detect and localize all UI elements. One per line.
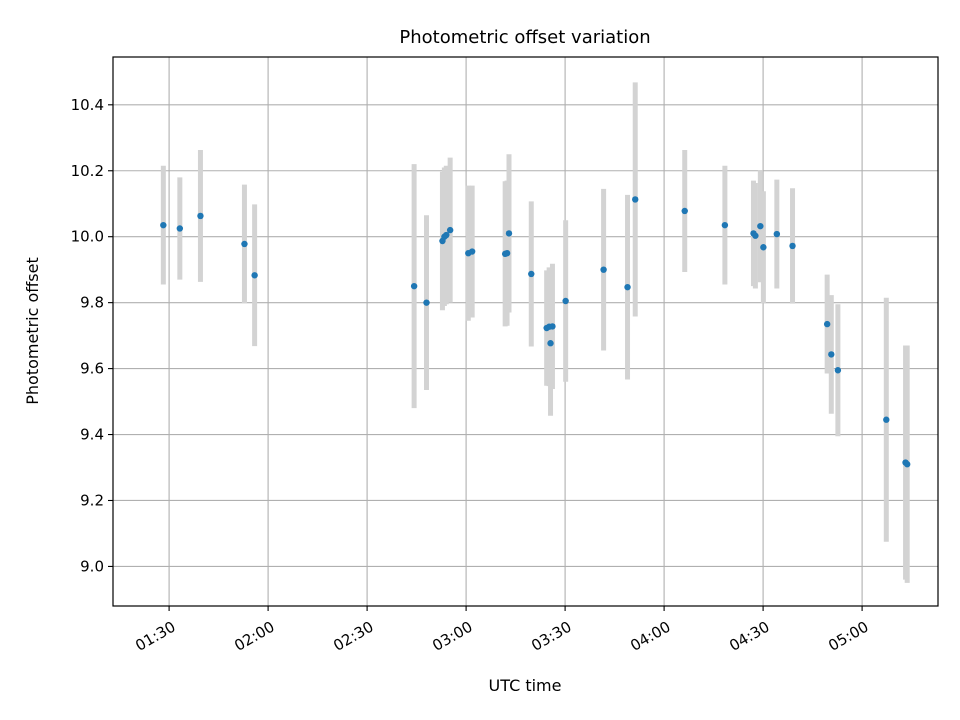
- y-axis-ticks: 9.0 9.2 9.4 9.6 9.8 10.0 10.2 10.4: [71, 96, 113, 575]
- y-tick-label: 9.8: [80, 294, 104, 312]
- data-point: [241, 240, 248, 248]
- y-tick-label: 9.0: [80, 557, 104, 575]
- data-points: [160, 196, 911, 468]
- data-point: [883, 416, 890, 423]
- y-tick-label: 10.2: [71, 162, 104, 180]
- data-point: [904, 461, 911, 468]
- data-point: [632, 196, 639, 203]
- data-point: [443, 231, 450, 239]
- data-point: [789, 242, 796, 250]
- y-tick-label: 9.6: [80, 360, 104, 378]
- data-point: [757, 222, 764, 230]
- data-point: [547, 340, 554, 347]
- x-axis-label: UTC time: [489, 676, 562, 695]
- data-point: [760, 244, 767, 251]
- data-point: [752, 232, 759, 239]
- data-point: [423, 299, 430, 306]
- plot-frame: [112, 56, 939, 607]
- data-point: [176, 225, 184, 232]
- data-point: [468, 248, 476, 255]
- data-point: [446, 226, 454, 234]
- chart-title: Photometric offset variation: [399, 27, 650, 48]
- data-point: [562, 297, 569, 305]
- data-point: [600, 266, 607, 273]
- data-point: [721, 221, 729, 229]
- data-point: [160, 221, 167, 229]
- data-point: [828, 351, 835, 358]
- data-point: [410, 282, 418, 290]
- data-point: [549, 323, 556, 330]
- data-point: [528, 270, 535, 278]
- y-tick-label: 10.0: [71, 228, 104, 246]
- data-point: [773, 230, 781, 238]
- data-point: [624, 283, 631, 291]
- y-tick-label: 10.4: [71, 96, 104, 114]
- data-point: [251, 272, 258, 279]
- data-point: [823, 320, 831, 328]
- y-tick-label: 9.4: [80, 426, 104, 444]
- data-point: [197, 212, 204, 220]
- data-point: [505, 230, 513, 237]
- y-tick-label: 9.2: [80, 491, 104, 509]
- data-point: [834, 367, 842, 374]
- data-point: [503, 249, 511, 257]
- data-point: [681, 207, 688, 215]
- y-axis-label: Photometric offset: [23, 257, 42, 405]
